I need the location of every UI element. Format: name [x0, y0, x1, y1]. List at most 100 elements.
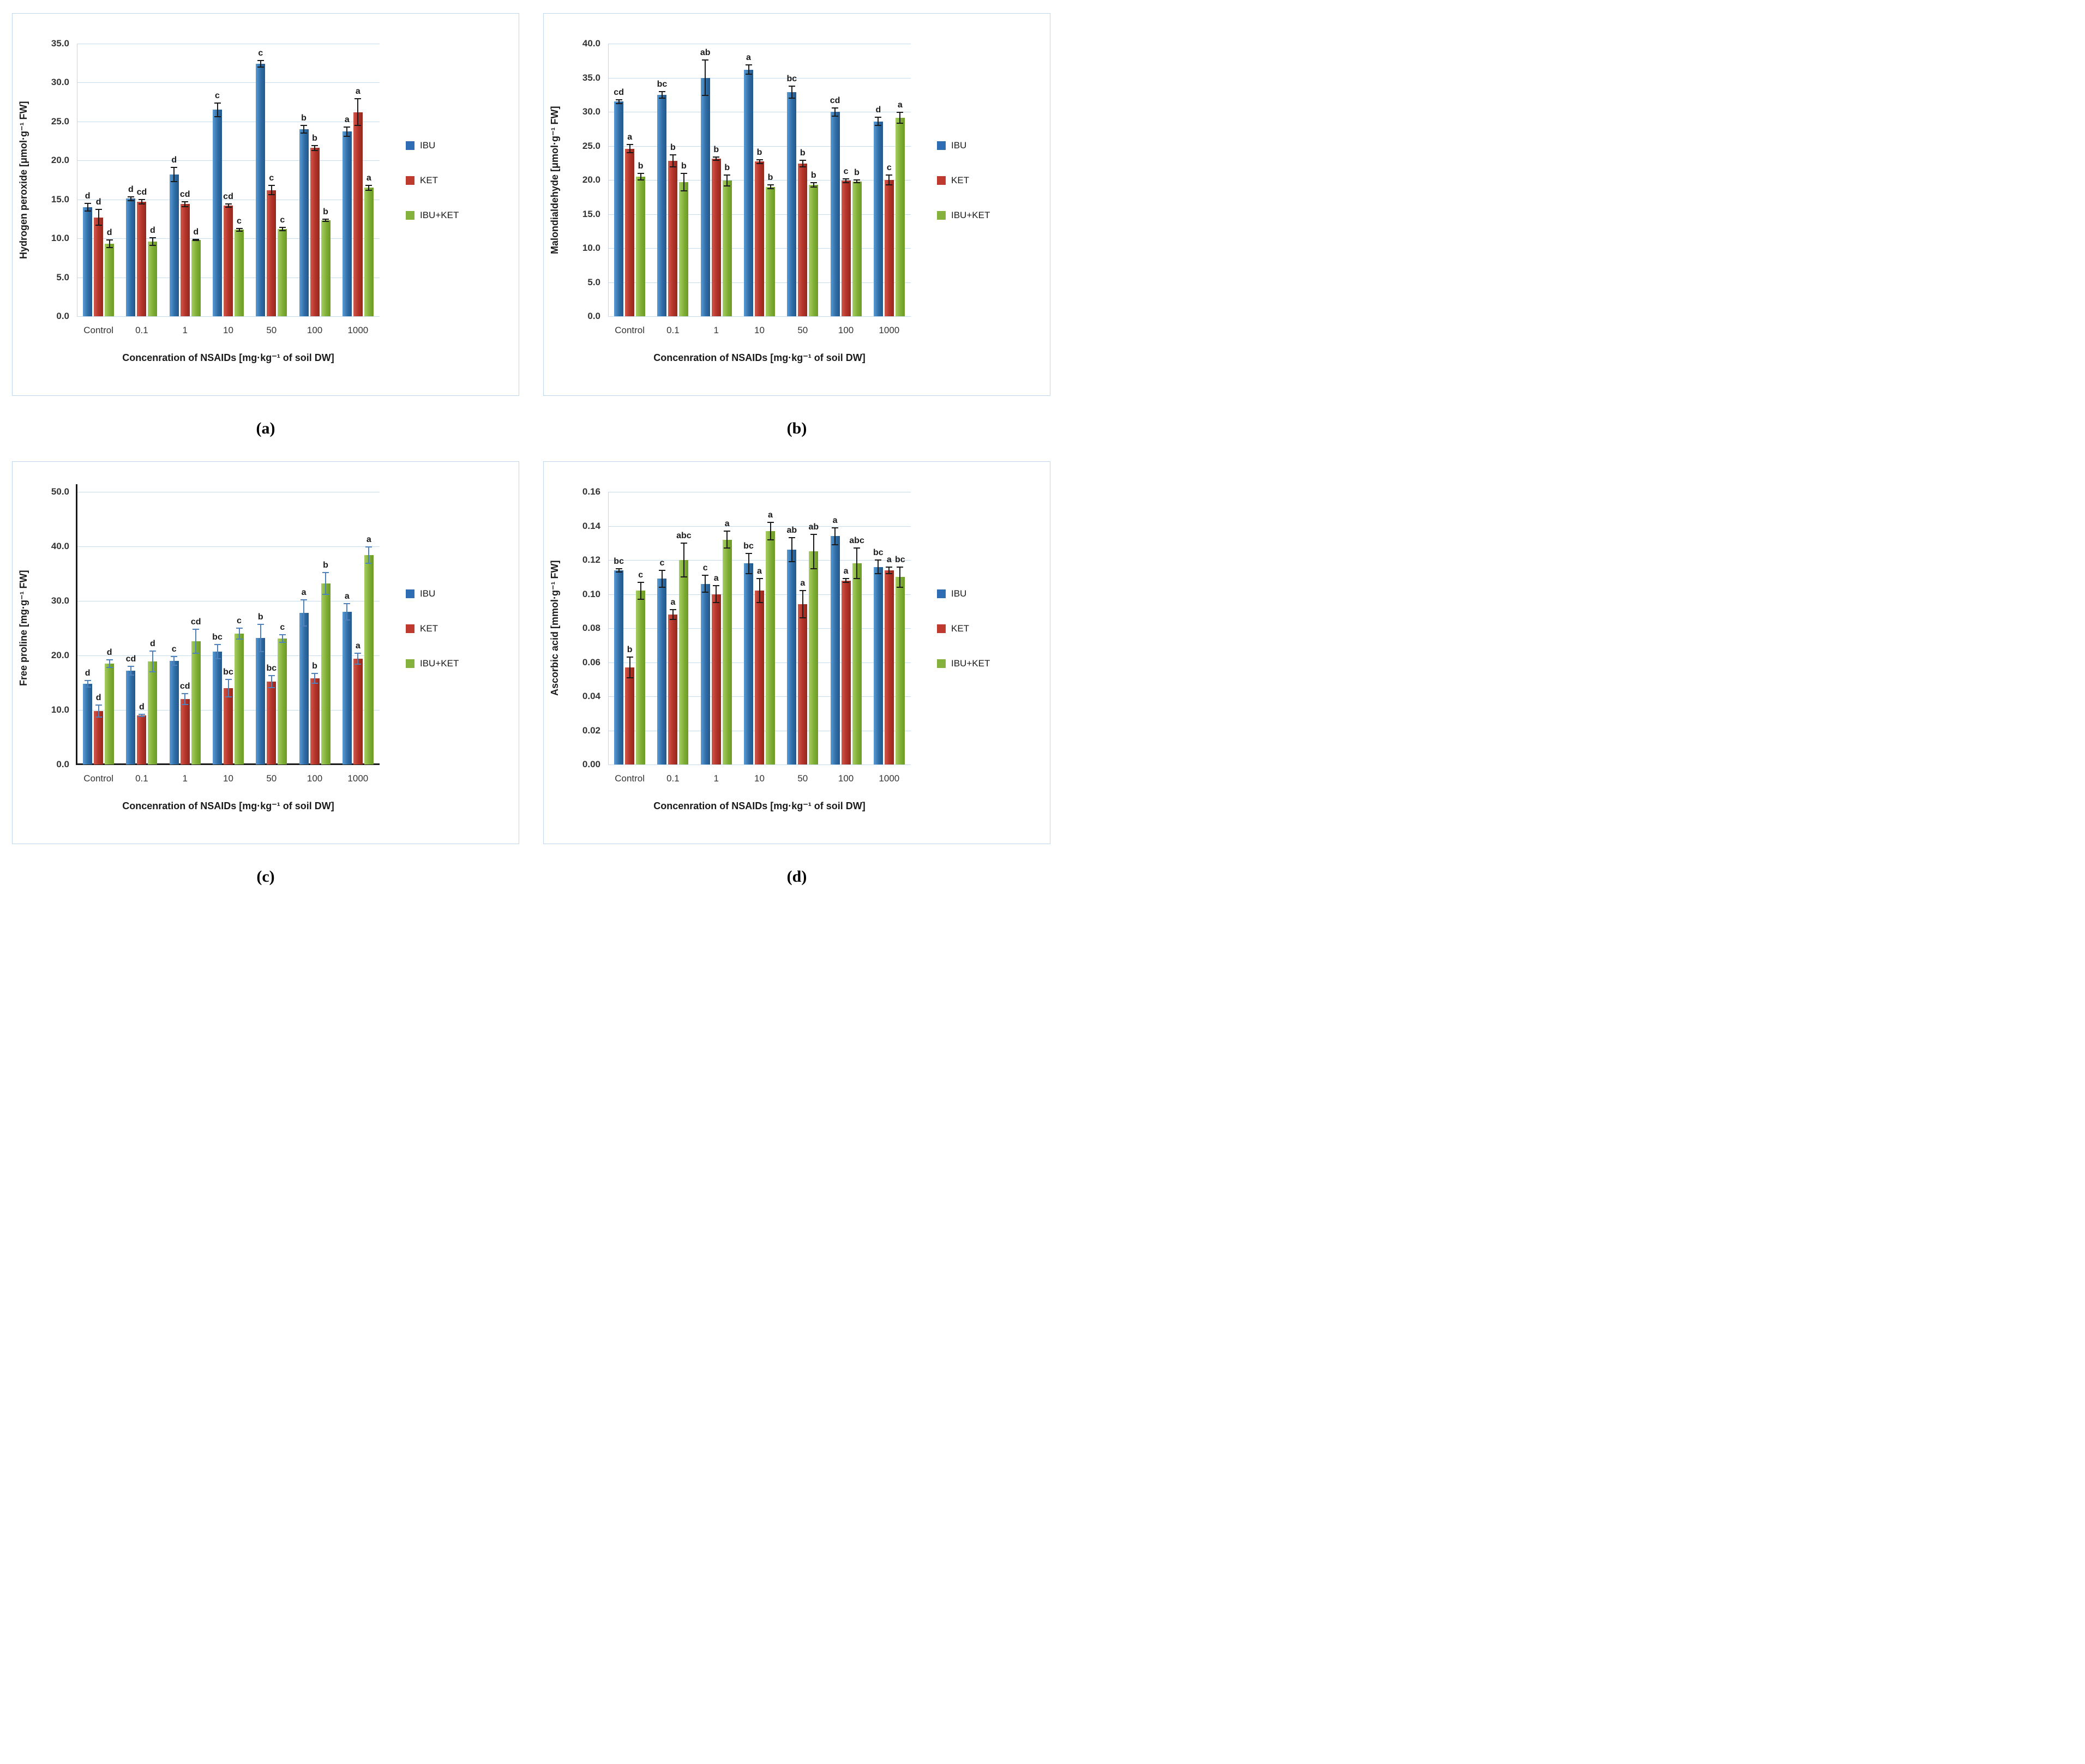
error-bar-cap-top	[182, 201, 189, 202]
error-bar-cap-bottom	[214, 116, 221, 118]
error-bar-cap-top	[843, 178, 850, 179]
gridline	[608, 560, 911, 561]
error-bar-cap-top	[637, 172, 644, 174]
bar-KET-50	[798, 604, 808, 764]
bar-IBU+KET-50	[278, 639, 287, 764]
plot-area-a: d d d d cd d d cd d c cd c c c c b b b a a a	[77, 44, 380, 317]
error-bar-cap-bottom	[810, 186, 817, 188]
error-bar-cap-bottom	[138, 716, 145, 717]
error-bar	[109, 240, 110, 248]
error-bar-cap-top	[268, 675, 275, 676]
error-bar	[357, 99, 359, 125]
error-bar-cap-bottom	[171, 180, 178, 182]
x-tick-label: 0.1	[135, 773, 148, 784]
legend-label-IBU+KET: IBU+KET	[420, 658, 459, 669]
error-bar	[227, 679, 229, 697]
error-bar	[109, 660, 110, 667]
error-bar-cap-top	[669, 609, 676, 610]
bar-IBU+KET-10	[766, 531, 775, 764]
error-bar-cap-top	[193, 238, 200, 240]
significance-letter: b	[312, 661, 317, 671]
significance-letter: bc	[266, 664, 277, 673]
bar-IBU-Control	[83, 207, 93, 316]
significance-letter: d	[85, 191, 91, 201]
error-bar-cap-top	[788, 85, 795, 87]
x-tick-label: 100	[307, 325, 323, 335]
bar-KET-50	[267, 190, 277, 316]
y-axis-title: Hydrogen peroxide [μmol·g⁻¹ FW]	[18, 101, 29, 259]
significance-letter: cd	[190, 617, 201, 627]
bar-KET-1	[180, 699, 190, 764]
plot-area-d: bc b c c a abc c a a bc a a ab a ab a a abc bc a bc	[608, 492, 911, 765]
x-tick-label: 1	[182, 773, 188, 784]
error-bar-cap-bottom	[84, 687, 91, 688]
significance-letter: b	[724, 163, 730, 173]
significance-letter: a	[768, 510, 773, 520]
x-tick-label: 50	[797, 325, 808, 335]
error-bar-cap-top	[236, 628, 243, 629]
bar-KET-Control	[94, 711, 104, 764]
y-tick-label: 5.0	[56, 272, 69, 282]
bar-IBU-1	[700, 77, 710, 316]
x-tick-label: 1000	[347, 773, 369, 784]
legend-label-KET: KET	[420, 623, 438, 634]
error-bar-cap-bottom	[279, 230, 286, 231]
error-bar-cap-top	[680, 542, 687, 544]
legend-swatch-IBU	[937, 589, 946, 598]
y-tick-label: 10.0	[51, 705, 69, 715]
bar-KET-1000	[353, 112, 363, 316]
error-bar-cap-top	[886, 566, 893, 568]
significance-letter: b	[800, 148, 806, 158]
error-bar	[271, 676, 272, 688]
error-bar-cap-top	[799, 590, 806, 592]
y-tick-label: 30.0	[51, 77, 69, 88]
error-bar	[184, 202, 186, 207]
error-bar-cap-bottom	[669, 619, 676, 621]
y-tick-label: 10.0	[51, 233, 69, 244]
bar-KET-100	[841, 580, 851, 764]
legend-label-IBU: IBU	[951, 588, 967, 599]
error-bar-cap-top	[301, 599, 308, 600]
y-tick-label: 0.08	[582, 623, 600, 633]
error-bar-cap-bottom	[702, 592, 709, 593]
bar-KET-10	[755, 591, 764, 764]
legend: IBU KET IBU+KET	[937, 140, 990, 221]
error-bar-cap-top	[354, 653, 362, 654]
bar-KET-Control	[94, 217, 104, 316]
error-bar-cap-top	[767, 184, 774, 185]
error-bar-cap-bottom	[767, 188, 774, 190]
significance-letter: b	[323, 561, 328, 570]
significance-letter: c	[237, 616, 242, 625]
error-bar	[173, 657, 175, 665]
error-bar-cap-bottom	[626, 677, 633, 678]
legend-label-KET: KET	[951, 175, 970, 185]
caption-c: (c)	[256, 868, 275, 886]
y-tick-label: 20.0	[51, 650, 69, 660]
error-bar	[834, 527, 836, 545]
error-bar-cap-top	[84, 202, 91, 204]
significance-letter: a	[344, 592, 350, 601]
error-bar-cap-top	[767, 522, 774, 523]
bar-IBU-1000	[342, 131, 352, 316]
significance-letter: bc	[743, 541, 754, 551]
significance-letter: d	[106, 648, 112, 657]
y-tick-label: 50.0	[51, 486, 69, 497]
error-bar-cap-top	[354, 98, 362, 100]
legend-label-IBU+KET: IBU+KET	[951, 658, 990, 669]
bar-IBU+KET-0.1	[148, 241, 158, 316]
error-bar	[314, 146, 316, 150]
y-tick-label: 15.0	[582, 208, 600, 219]
bar-IBU+KET-Control	[105, 664, 115, 764]
error-bar-cap-bottom	[637, 598, 644, 600]
error-bar	[195, 239, 197, 241]
y-tick-label: 40.0	[582, 38, 600, 49]
x-tick-label: 1	[182, 325, 188, 335]
error-bar	[759, 159, 760, 164]
error-bar-cap-top	[626, 144, 633, 145]
error-bar-cap-top	[257, 624, 264, 625]
bar-IBU-1	[169, 174, 179, 316]
significance-letter: bc	[895, 555, 905, 564]
bar-KET-1	[711, 159, 721, 316]
error-bar	[878, 560, 879, 574]
error-bar-cap-bottom	[854, 182, 861, 183]
